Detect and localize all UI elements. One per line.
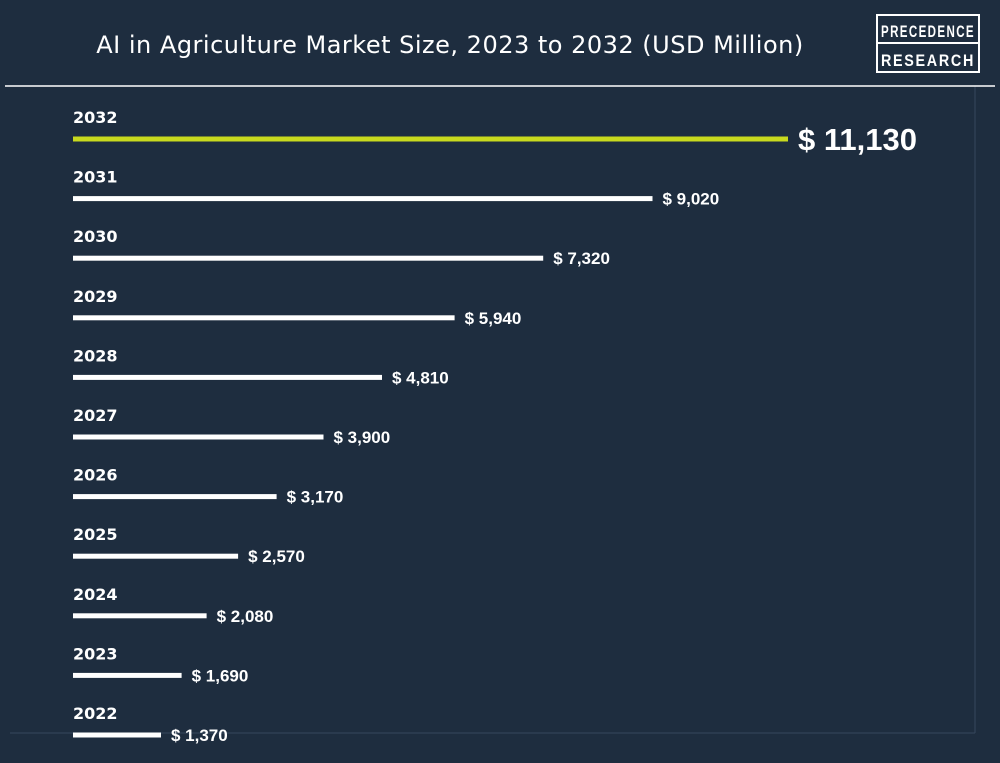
- value-label: $ 1,370: [171, 726, 228, 745]
- value-label: $ 2,570: [248, 547, 305, 566]
- bar: [73, 374, 382, 380]
- bars-group: 2032 $ 11,130 2031 $ 9,020 2030 $ 7,320 2029 $ …: [73, 108, 917, 745]
- chart-title: AI in Agriculture Market Size, 2023 to 2…: [96, 31, 803, 59]
- bar: [73, 196, 653, 202]
- bar: [73, 255, 544, 261]
- year-label: 2028: [73, 346, 118, 365]
- year-label: 2024: [73, 585, 118, 604]
- bar: [73, 732, 161, 738]
- bar: [73, 434, 324, 440]
- value-label: $ 1,690: [192, 666, 249, 685]
- bar: [73, 553, 239, 559]
- year-label: 2027: [73, 406, 118, 425]
- value-label: $ 4,810: [392, 368, 449, 387]
- year-label: 2032: [73, 108, 118, 127]
- value-label: $ 3,900: [334, 428, 391, 447]
- value-label: $ 11,130: [798, 122, 917, 157]
- year-label: 2023: [73, 644, 118, 663]
- year-label: 2030: [73, 227, 118, 246]
- value-label: $ 2,080: [217, 607, 274, 626]
- year-label: 2025: [73, 525, 118, 544]
- year-label: 2029: [73, 287, 118, 306]
- logo-line-2: RESEARCH: [881, 51, 975, 70]
- bar: [73, 494, 277, 500]
- value-label: $ 3,170: [287, 488, 344, 507]
- year-label: 2031: [73, 168, 118, 187]
- bar: [73, 672, 182, 678]
- brand-logo: PRECEDENCE RESEARCH: [876, 14, 980, 73]
- bar: [73, 136, 788, 142]
- year-label: 2026: [73, 466, 118, 485]
- bar: [73, 315, 455, 321]
- bar: [73, 613, 207, 619]
- logo-line-1: PRECEDENCE: [881, 22, 975, 41]
- year-label: 2022: [73, 704, 118, 723]
- value-label: $ 9,020: [663, 190, 720, 209]
- value-label: $ 7,320: [553, 249, 610, 268]
- value-label: $ 5,940: [465, 309, 522, 328]
